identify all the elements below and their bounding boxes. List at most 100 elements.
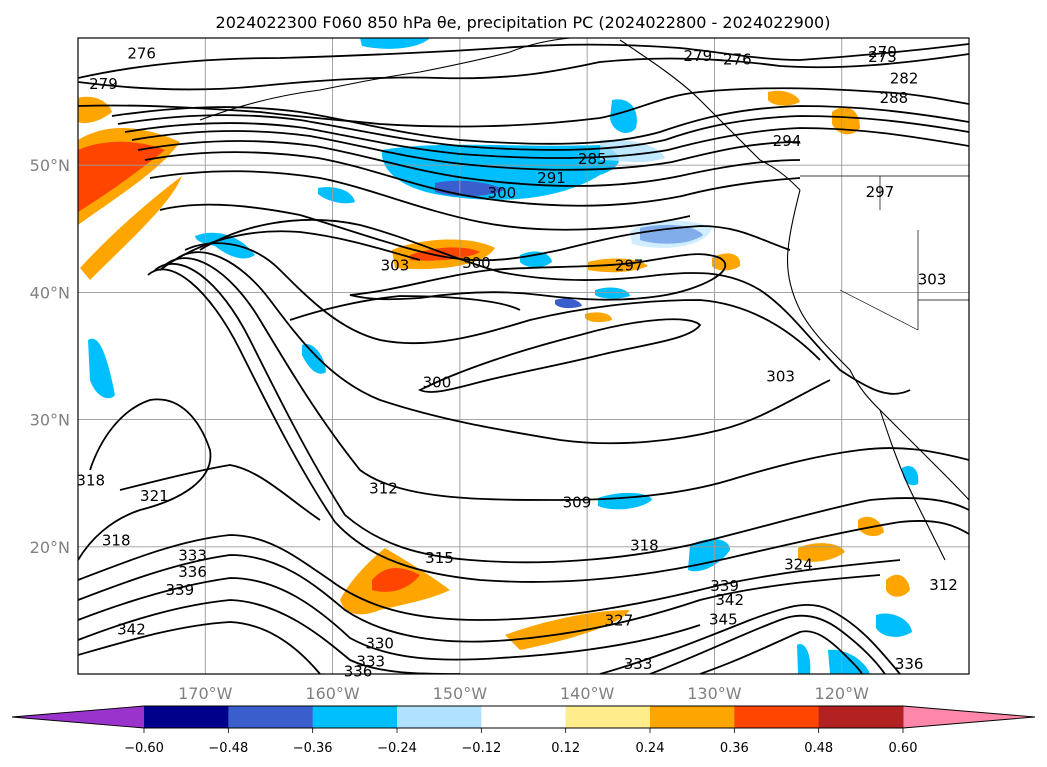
shade-blue-trop5 (797, 644, 811, 674)
contour-342 (649, 614, 886, 674)
contour-label: 300 (423, 374, 452, 392)
shade-orange-ne2 (768, 90, 800, 106)
colorbar-tick-label: −0.36 (293, 741, 333, 756)
contour-327 (78, 554, 881, 643)
x-tick-label: 170°W (178, 684, 233, 703)
plot-frame (77, 37, 970, 675)
contour-306 (184, 242, 821, 361)
y-axis-ticks: 50°N 40°N 30°N 20°N (30, 156, 70, 557)
colorbar-segment (565, 706, 651, 728)
shade-red-trop (372, 568, 420, 592)
x-tick-label: 160°W (305, 684, 360, 703)
contour-318 (147, 268, 969, 583)
contour-336 (78, 621, 321, 674)
contour-324 (78, 534, 901, 621)
shade-red-nw (78, 141, 165, 212)
contour-label: 342 (715, 591, 744, 609)
border-states (800, 175, 969, 331)
contour-303 (159, 203, 791, 262)
x-axis-ticks: 170°W 160°W 150°W 140°W 130°W 120°W (178, 684, 869, 703)
shade-blue-small1 (595, 287, 630, 299)
contour-300b (149, 170, 691, 231)
contour-279 (78, 53, 969, 91)
contour-label: 303 (766, 367, 795, 385)
colorbar-segment (734, 706, 820, 728)
contour-285 (111, 105, 969, 145)
contour-312 (164, 257, 969, 501)
contour-label: 303 (381, 257, 410, 275)
colorbar-tick-label: −0.48 (208, 741, 248, 756)
y-tick-label: 20°N (30, 538, 70, 557)
contour-label: 303 (918, 271, 947, 289)
coast-alaska (199, 38, 571, 121)
contour-label: 312 (369, 479, 398, 497)
shade-orange-trop3 (798, 543, 845, 562)
contour-label: 336 (178, 563, 207, 581)
colorbar-tick-label: 0.36 (720, 741, 749, 756)
contour-label: 345 (709, 610, 738, 628)
coast-bc (619, 39, 801, 191)
colorbar-tick-label: 0.60 (889, 741, 918, 756)
contour-label: 297 (866, 183, 895, 201)
contour-label: 339 (710, 577, 739, 595)
colorbar-tick-label: 0.12 (551, 741, 580, 756)
contour-label: 318 (102, 531, 131, 549)
contour-label: 333 (356, 652, 385, 670)
colorbar-tick-label: −0.12 (461, 741, 501, 756)
contour-label: 318 (76, 472, 105, 490)
contour-label: 294 (773, 132, 802, 150)
shade-blue-west3 (195, 232, 255, 259)
contour-label: 276 (723, 51, 752, 69)
shade-blue-top (360, 38, 430, 49)
contour-label: 327 (605, 612, 634, 630)
contour-330 (78, 577, 701, 661)
contour-303b (159, 230, 421, 271)
shade-blue-west2 (302, 344, 326, 374)
contour-label: 279 (684, 47, 713, 65)
contour-label: 270 (868, 43, 897, 61)
colorbar-tick-label: 0.48 (804, 741, 833, 756)
shade-orange-small1 (585, 312, 612, 323)
shade-blue-west4 (318, 187, 355, 204)
contour-label: 297 (615, 257, 644, 275)
colorbar-extend-high (903, 706, 1035, 728)
x-tick-label: 150°W (433, 684, 488, 703)
contour-label: 315 (425, 549, 454, 567)
contour-291 (124, 122, 969, 159)
contour-label: 333 (178, 547, 207, 565)
contour-276 (78, 43, 969, 79)
colorbar-segment (481, 706, 567, 728)
colorbar-segment (228, 706, 314, 728)
contour-333 (78, 599, 461, 674)
contour-318b (78, 398, 212, 561)
shade-lightblue-mid (630, 220, 712, 248)
contour-label: 276 (127, 44, 156, 62)
x-tick-label: 120°W (815, 684, 870, 703)
colorbar-tick-label: 0.24 (636, 741, 665, 756)
colorbar-tick-label: −0.24 (377, 741, 417, 756)
shade-blue-trop4 (828, 649, 870, 674)
colorbar: −0.60 −0.48 −0.36 −0.24 −0.12 0.12 0.24 0.36 0.4… (11, 705, 1036, 756)
contour-label: 312 (929, 576, 958, 594)
y-tick-label: 40°N (30, 283, 70, 302)
contour-294 (131, 130, 801, 171)
colorbar-extend-low (12, 706, 144, 728)
coast-west-us (786, 189, 969, 501)
contour-303c (199, 218, 911, 395)
contour-345 (699, 630, 863, 674)
shade-orange-nw2 (80, 176, 182, 280)
shade-orange-ne (832, 107, 860, 135)
contour-label: 318 (630, 537, 659, 555)
colorbar-segment (144, 706, 229, 728)
contour-282 (78, 87, 969, 128)
colorbar-segment (397, 706, 482, 728)
colorbar-segment (312, 706, 398, 728)
colorbar-segment (818, 706, 904, 728)
contour-label: 324 (784, 556, 813, 574)
contour-300d (417, 318, 702, 393)
colorbar-segment (650, 706, 735, 728)
shade-blue-gulf (610, 99, 637, 133)
theta-e-contours (78, 43, 969, 674)
shade-orange-trop5 (886, 574, 910, 597)
contour-309 (174, 251, 831, 445)
